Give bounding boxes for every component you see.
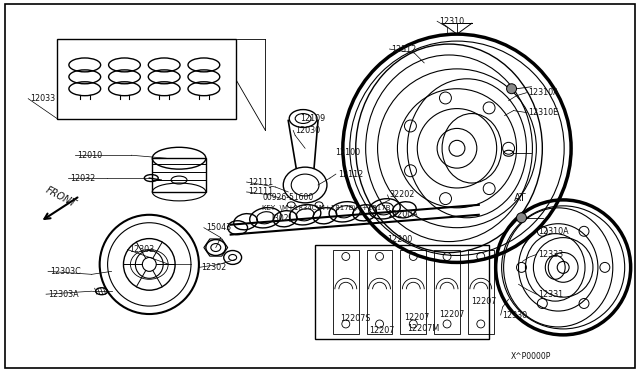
Text: 12303: 12303 [129, 245, 154, 254]
Text: 12310A: 12310A [538, 227, 569, 236]
Text: 12207: 12207 [471, 296, 496, 306]
Text: 00926-51600: 00926-51600 [262, 193, 314, 202]
Text: 12302: 12302 [201, 263, 226, 272]
Text: AT: AT [513, 193, 526, 203]
Text: 12112: 12112 [338, 170, 363, 179]
Text: 12207: 12207 [439, 310, 465, 318]
Bar [367, 250, 392, 334]
Bar [333, 250, 358, 334]
Text: 12330: 12330 [502, 311, 528, 320]
Text: 12303C: 12303C [50, 267, 81, 276]
Text: 12207: 12207 [404, 312, 429, 321]
Text: 12207S: 12207S [340, 314, 371, 324]
Text: 12303A: 12303A [48, 290, 79, 299]
Text: 12200: 12200 [387, 235, 413, 244]
Text: KEY  \M+1834C\M+1817B\M+1817B: KEY \M+1834C\M+1817B\M+1817B [262, 205, 391, 211]
Circle shape [516, 213, 527, 223]
Text: 12033: 12033 [30, 94, 55, 103]
Text: 15043: 15043 [206, 223, 231, 232]
Text: 12310: 12310 [439, 17, 464, 26]
Text: 32202: 32202 [390, 190, 415, 199]
Text: 12207M: 12207M [407, 324, 440, 333]
Text: 12111: 12111 [248, 177, 274, 186]
Text: 12030: 12030 [295, 126, 320, 135]
Text: 12310A: 12310A [529, 88, 559, 97]
Text: 12312: 12312 [392, 45, 417, 54]
Text: 12310E: 12310E [529, 108, 559, 117]
Bar [152, 158, 206, 192]
Text: [302]: [302] [271, 213, 292, 222]
Bar [401, 250, 426, 334]
Bar [315, 244, 489, 339]
Text: 12207: 12207 [370, 326, 395, 336]
Bar [57, 39, 236, 119]
Text: 12032: 12032 [70, 174, 95, 183]
Text: 12331: 12331 [538, 290, 563, 299]
Text: 12100: 12100 [335, 148, 360, 157]
Text: 12333: 12333 [538, 250, 563, 259]
Text: 12200A: 12200A [387, 210, 419, 219]
Text: 12010: 12010 [77, 151, 102, 160]
Bar [468, 250, 493, 334]
Text: 12109: 12109 [300, 114, 325, 123]
Text: FRONT: FRONT [44, 185, 78, 209]
Bar [434, 250, 460, 334]
Text: 12111: 12111 [248, 187, 274, 196]
Text: X^P0000P: X^P0000P [511, 352, 551, 361]
Circle shape [507, 84, 516, 94]
